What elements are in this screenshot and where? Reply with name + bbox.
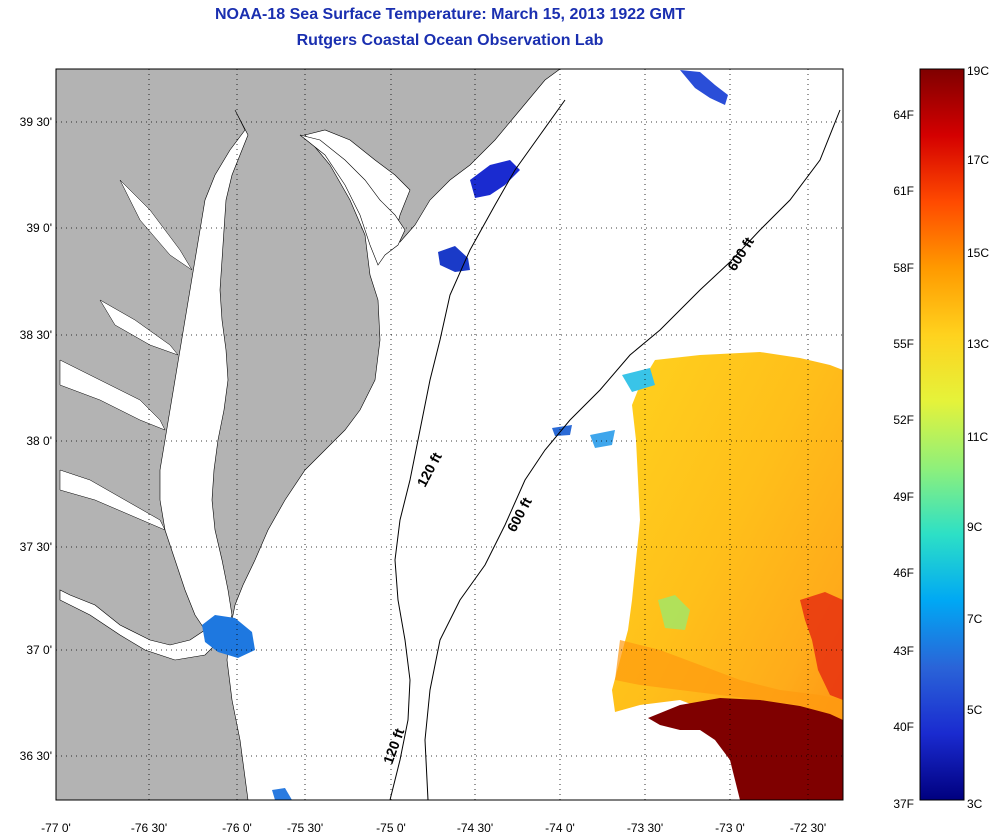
lon-tick-label: -76 0' (222, 821, 252, 835)
sst-hot-core (800, 592, 843, 700)
map-area: 600 ft 120 ft 600 ft 120 ft (56, 69, 843, 800)
lat-tick-label: 38 0' (26, 434, 52, 448)
sst-mid-band (615, 640, 843, 720)
colorbar-f-label: 58F (893, 261, 914, 275)
sst-blue-patch-south (272, 788, 292, 800)
colorbar-c-label: 17C (967, 153, 989, 167)
colorbar-f-label: 49F (893, 490, 914, 504)
lon-tick-label: -73 30' (627, 821, 663, 835)
lon-tick-label: -75 30' (287, 821, 323, 835)
grid-lines (56, 69, 843, 800)
colorbar-f-label: 40F (893, 720, 914, 734)
lon-tick-label: -77 0' (41, 821, 71, 835)
bay-tributary-3 (99, 299, 179, 356)
lon-tick-label: -74 30' (457, 821, 493, 835)
bay-tributary-4 (119, 179, 193, 271)
lat-tick-label: 37 0' (26, 643, 52, 657)
sst-blue-patch-ne (470, 160, 520, 198)
lat-tick-label: 39 30' (20, 115, 52, 129)
colorbar-c-label: 7C (967, 612, 983, 626)
sst-cyan-fleck-1 (622, 368, 655, 392)
lat-tick-label: 36 30' (20, 749, 52, 763)
sst-greenish-edge (658, 595, 690, 630)
colorbar-c-label: 5C (967, 703, 983, 717)
contour-600ft (424, 109, 841, 800)
colorbar-c-label: 15C (967, 246, 989, 260)
map-frame (55, 68, 844, 801)
sst-cyan-fleck-2 (590, 430, 615, 448)
colorbar-c-label: 9C (967, 520, 983, 534)
contour-120ft (389, 99, 566, 800)
colorbar-f-label: 46F (893, 566, 914, 580)
colorbar-f-label: 37F (893, 797, 914, 811)
colorbar-celsius-labels: 19C 17C 15C 13C 11C 9C 7C 5C 3C (967, 64, 989, 811)
colorbar-c-label: 11C (967, 430, 988, 444)
lon-tick-label: -75 0' (376, 821, 406, 835)
sst-blue-patch-de (438, 246, 470, 272)
colorbar-f-label: 43F (893, 644, 914, 658)
colorbar-f-label: 64F (893, 108, 914, 122)
lat-axis: 39 30' 39 0' 38 30' 38 0' 37 30' 37 0' 3… (20, 115, 52, 763)
lat-tick-label: 39 0' (26, 221, 52, 235)
sst-blue-patch-top (680, 70, 728, 105)
map-subtitle: Rutgers Coastal Ocean Observation Lab (296, 32, 604, 49)
bay-tributary-1 (59, 359, 166, 431)
bay-tributary-2 (59, 469, 166, 531)
colorbar-f-label: 61F (893, 184, 914, 198)
lat-tick-label: 38 30' (20, 328, 52, 342)
colorbar-fahrenheit-labels: 64F 61F 58F 55F 52F 49F 46F 43F 40F 37F (893, 108, 914, 811)
delaware-bay (299, 134, 406, 266)
lon-tick-label: -74 0' (545, 821, 575, 835)
sst-blue-patch-mouth (202, 615, 255, 658)
colorbar-c-label: 3C (967, 797, 983, 811)
colorbar-f-label: 55F (893, 337, 914, 351)
colorbar-c-label: 19C (967, 64, 989, 78)
colorbar-c-label: 13C (967, 337, 989, 351)
sst-dark-red-region (648, 698, 843, 800)
colorbar-gradient (919, 68, 965, 801)
colorbar: 64F 61F 58F 55F 52F 49F 46F 43F 40F 37F … (893, 64, 989, 811)
lon-tick-label: -76 30' (131, 821, 167, 835)
lon-axis: -77 0' -76 30' -76 0' -75 30' -75 0' -74… (41, 821, 826, 835)
colorbar-f-label: 52F (893, 413, 914, 427)
land-mainland (56, 69, 561, 800)
lon-tick-label: -72 30' (790, 821, 826, 835)
lat-tick-label: 37 30' (20, 540, 52, 554)
chesapeake-bay (59, 109, 249, 661)
sst-blue-fleck-1 (552, 425, 572, 436)
map-title: NOAA-18 Sea Surface Temperature: March 1… (214, 6, 686, 23)
lon-tick-label: -73 0' (715, 821, 745, 835)
